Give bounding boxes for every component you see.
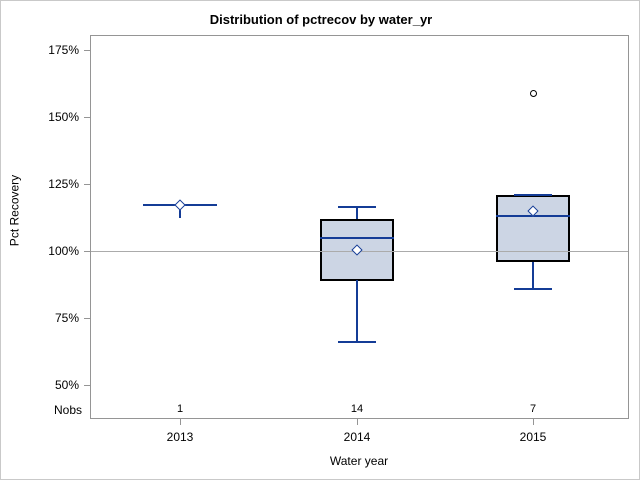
y-tick-label: 150% <box>48 110 79 124</box>
y-tick-mark <box>84 251 90 252</box>
y-tick-label: 125% <box>48 177 79 191</box>
x-tick-label: 2015 <box>519 430 547 444</box>
x-tick-mark <box>357 419 358 425</box>
y-tick-label: 75% <box>54 311 79 325</box>
upper-whisker-line-2014 <box>356 207 358 219</box>
nobs-value: 14 <box>350 403 364 415</box>
y-tick-mark <box>84 117 90 118</box>
lower-whisker-line-2015 <box>532 262 534 289</box>
lower-whisker-line-2014 <box>356 280 358 342</box>
y-tick-label: 100% <box>48 244 79 258</box>
x-tick-mark <box>533 419 534 425</box>
y-tick-mark <box>84 184 90 185</box>
lower-whisker-cap-2014 <box>338 341 376 343</box>
nobs-value: 7 <box>529 403 537 415</box>
y-tick-mark <box>84 50 90 51</box>
x-axis-title: Water year <box>329 454 389 468</box>
upper-whisker-cap-2014 <box>338 206 376 208</box>
chart-title: Distribution of pctrecov by water_yr <box>209 12 433 27</box>
nobs-value: 1 <box>176 403 184 415</box>
y-tick-mark <box>84 385 90 386</box>
lower-whisker-cap-2015 <box>514 288 552 290</box>
upper-whisker-line-2013 <box>179 205 181 218</box>
plot-frame <box>90 35 629 419</box>
x-tick-label: 2014 <box>343 430 371 444</box>
y-tick-label: 50% <box>54 378 79 392</box>
x-tick-label: 2013 <box>166 430 194 444</box>
upper-whisker-cap-2015 <box>514 194 552 196</box>
y-tick-mark <box>84 318 90 319</box>
x-tick-mark <box>180 419 181 425</box>
nobs-row-label: Nobs <box>53 403 82 417</box>
y-tick-label: 175% <box>48 43 79 57</box>
median-line-2014 <box>320 237 394 239</box>
outlier-marker-2015 <box>530 90 537 97</box>
mean-marker-2013 <box>174 199 186 211</box>
